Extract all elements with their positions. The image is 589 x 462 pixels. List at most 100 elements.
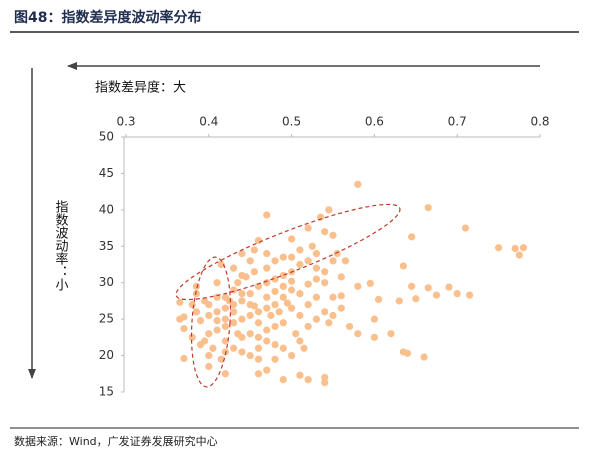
point	[271, 341, 279, 349]
point	[341, 257, 350, 265]
point	[279, 271, 287, 280]
point	[188, 333, 196, 341]
y-tick-label: 15	[99, 385, 114, 399]
point	[205, 311, 213, 320]
highlight-ellipse	[190, 256, 232, 388]
point	[234, 279, 242, 287]
point	[403, 349, 412, 357]
point	[221, 337, 229, 345]
x-tick-label: 0.3	[116, 115, 135, 129]
point	[254, 308, 263, 316]
point	[180, 325, 188, 333]
point	[230, 344, 238, 352]
y-tick-label: 45	[99, 166, 114, 180]
point	[519, 244, 528, 252]
point	[230, 264, 238, 272]
point	[213, 279, 221, 287]
point	[263, 279, 271, 287]
point	[279, 253, 287, 261]
point	[238, 297, 246, 305]
point	[296, 311, 304, 320]
point	[238, 271, 246, 280]
point	[279, 293, 287, 301]
point	[304, 376, 312, 384]
point	[192, 308, 200, 316]
point	[230, 319, 238, 327]
point	[250, 246, 258, 254]
point	[399, 262, 407, 270]
point	[271, 322, 279, 331]
point	[312, 249, 321, 258]
point	[325, 319, 333, 327]
x-tick-label: 0.5	[282, 115, 301, 129]
point	[312, 275, 321, 283]
point	[288, 351, 296, 360]
point	[345, 322, 354, 331]
y-tick-label: 25	[99, 312, 114, 326]
point	[196, 341, 205, 349]
point	[209, 344, 217, 352]
point	[254, 344, 263, 352]
point	[337, 304, 345, 312]
point	[246, 290, 254, 298]
point	[432, 291, 441, 299]
point	[213, 317, 221, 325]
point	[250, 268, 258, 276]
point	[250, 302, 258, 310]
point	[321, 373, 329, 382]
point	[292, 330, 300, 338]
highlight-ellipse	[175, 203, 401, 301]
point	[312, 315, 321, 323]
point	[300, 344, 308, 352]
point	[254, 319, 263, 327]
point	[304, 280, 312, 288]
point	[271, 300, 279, 309]
source: 数据来源：Wind，广发证券发展研究中心	[14, 434, 218, 448]
point	[205, 330, 213, 338]
point	[370, 333, 378, 341]
point	[246, 330, 254, 338]
point	[288, 286, 296, 294]
y-tick-label: 30	[99, 275, 114, 289]
point	[329, 293, 337, 301]
point	[374, 295, 383, 304]
x-annotation: 指数差异度：大	[95, 80, 186, 96]
y-tick-label: 20	[99, 348, 114, 362]
point	[205, 351, 213, 360]
point	[288, 277, 296, 285]
point	[192, 290, 200, 298]
point	[511, 244, 519, 253]
point	[221, 304, 229, 312]
point	[366, 279, 374, 288]
y-annotation: 指数波动率：小	[53, 200, 69, 292]
point	[337, 292, 345, 300]
point	[412, 295, 420, 303]
point	[234, 330, 242, 338]
point	[296, 371, 304, 379]
point	[254, 333, 263, 341]
point	[254, 370, 263, 378]
point	[263, 249, 271, 258]
point	[263, 366, 271, 374]
point	[238, 348, 246, 356]
y-tick-label: 40	[99, 202, 114, 216]
point	[188, 300, 196, 309]
point	[296, 337, 304, 345]
point	[180, 354, 188, 363]
point	[213, 308, 221, 316]
point	[221, 370, 229, 378]
point	[288, 235, 296, 243]
point	[205, 362, 213, 371]
point	[279, 376, 287, 384]
point	[246, 311, 254, 320]
point	[354, 330, 362, 338]
point	[329, 231, 337, 239]
point	[288, 253, 296, 261]
point	[230, 308, 238, 316]
point	[304, 224, 312, 232]
point	[196, 317, 205, 325]
point	[238, 290, 246, 298]
point	[213, 326, 221, 334]
point	[321, 228, 329, 236]
point	[271, 355, 279, 363]
